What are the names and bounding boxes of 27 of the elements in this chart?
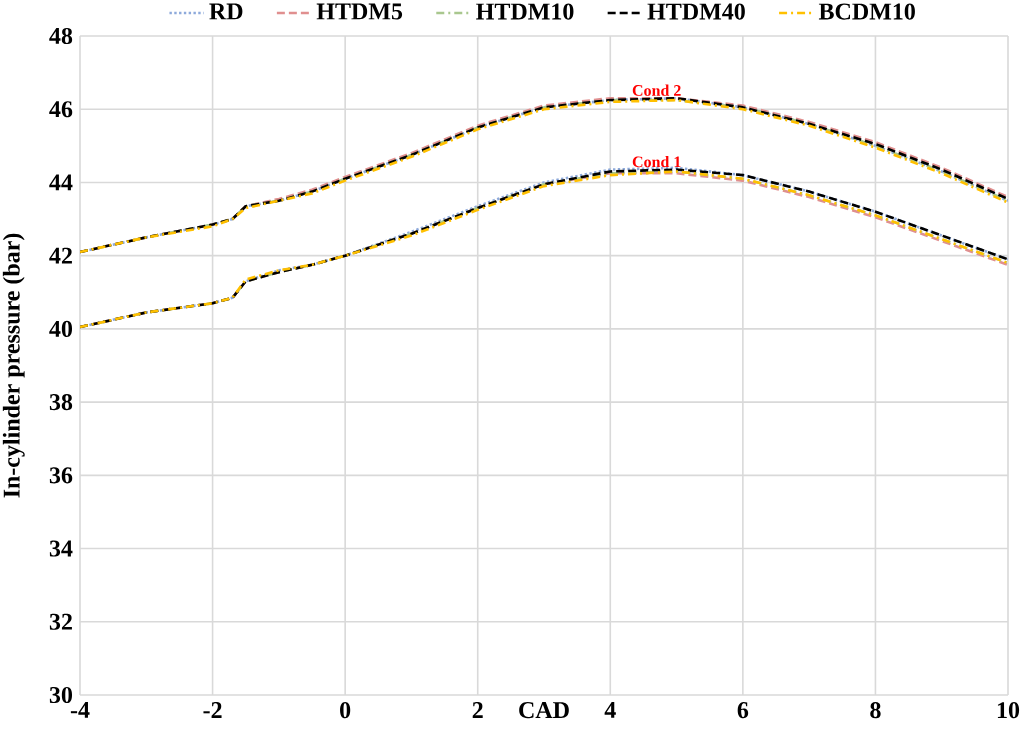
y-tick-label: 32 [49, 613, 72, 630]
x-tick-label: -4 [70, 702, 90, 718]
legend-label: BCDM10 [818, 3, 915, 20]
y-tick-label: 42 [49, 247, 72, 264]
annotation: Cond 2 [632, 84, 681, 96]
legend-label: HTDM5 [316, 3, 403, 20]
x-axis-title: CAD [519, 702, 569, 719]
legend-label: HTDM40 [647, 3, 745, 20]
y-tick-label: 30 [49, 686, 73, 704]
x-tick-label: 2 [472, 702, 483, 718]
legend-label: HTDM10 [476, 3, 574, 20]
y-tick-label: 40 [49, 320, 73, 337]
y-tick-label: 46 [49, 101, 73, 118]
y-tick-label: 38 [49, 394, 73, 411]
legend-label: RD [209, 3, 243, 20]
x-tick-label: 4 [604, 702, 616, 718]
y-tick-label: 44 [49, 174, 73, 191]
x-tick-label: 8 [870, 702, 881, 719]
y-tick-label: 34 [49, 540, 73, 557]
x-tick-label: 10 [997, 702, 1020, 719]
x-tick-label: -2 [203, 702, 222, 718]
y-tick-label: 36 [49, 467, 73, 484]
x-tick-label: 6 [737, 702, 749, 719]
y-axis-title: In-cylinder pressure (bar) [2, 233, 25, 498]
x-tick-label: 0 [340, 702, 351, 719]
annotation: Cond 1 [632, 155, 681, 168]
y-tick-label: 48 [49, 27, 73, 45]
